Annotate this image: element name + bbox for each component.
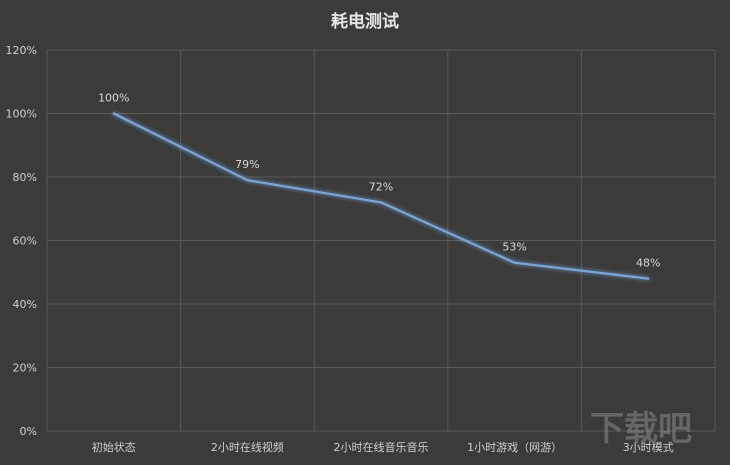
x-tick-label: 初始状态: [92, 440, 136, 454]
x-tick-label: 3小时模式: [623, 441, 674, 454]
data-label: 100%: [98, 92, 129, 105]
y-tick-label: 40%: [13, 298, 37, 311]
x-tick-label: 1小时游戏（网游）: [467, 441, 562, 454]
data-labels: 100% 79% 72% 53% 48%: [98, 92, 660, 270]
series: [112, 112, 650, 280]
y-axis-ticks: 0% 20% 40% 60% 80% 100% 120%: [6, 44, 37, 438]
y-tick-label: 100%: [6, 108, 37, 121]
y-tick-label: 0%: [20, 425, 37, 438]
data-label: 79%: [235, 158, 259, 171]
x-tick-label: 2小时在线音乐音乐: [334, 440, 429, 454]
data-label: 72%: [369, 180, 393, 193]
y-tick-label: 80%: [13, 171, 37, 184]
series-line: [112, 112, 650, 280]
y-tick-label: 60%: [13, 235, 37, 248]
grid: [46, 49, 716, 432]
chart-title: 耗电测试: [331, 11, 399, 32]
x-tick-label: 2小时在线视频: [211, 440, 284, 454]
y-tick-label: 120%: [6, 44, 37, 57]
data-label: 53%: [502, 241, 526, 254]
y-tick-label: 20%: [13, 362, 37, 375]
data-label: 48%: [636, 257, 660, 270]
watermark-logo: 下载吧: [590, 409, 692, 449]
x-axis-ticks: 初始状态 2小时在线视频 2小时在线音乐音乐 1小时游戏（网游） 3小时模式: [92, 440, 674, 454]
